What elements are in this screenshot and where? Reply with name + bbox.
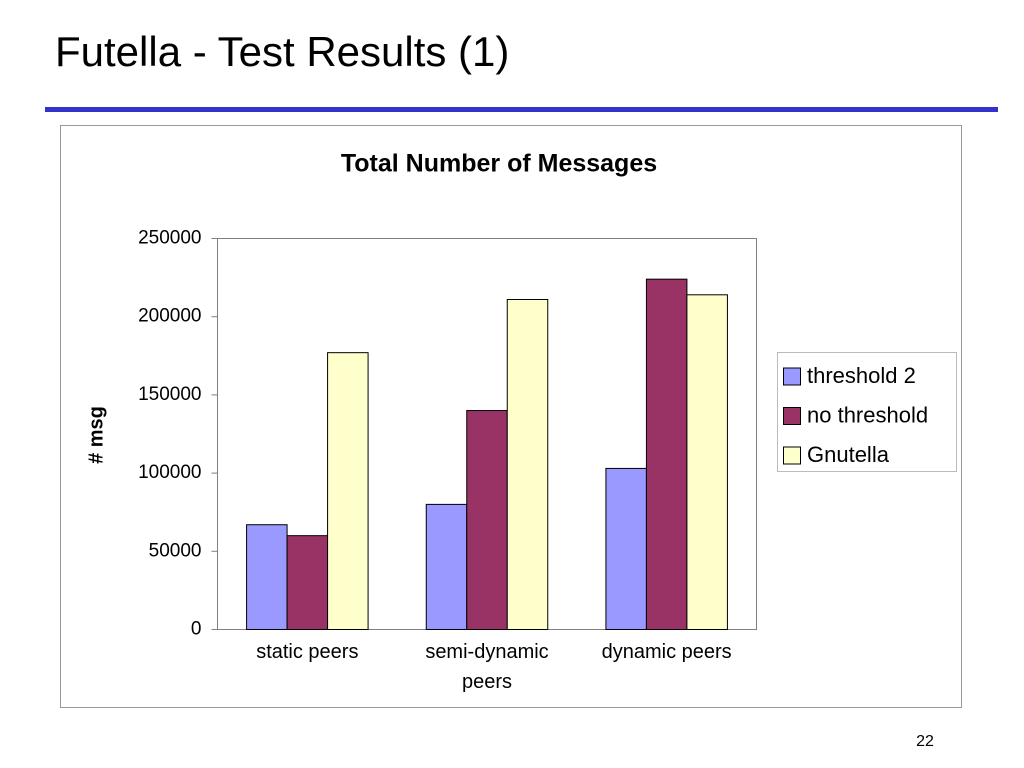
title-rule bbox=[45, 107, 998, 112]
page-number: 22 bbox=[916, 733, 934, 750]
legend-label: no threshold bbox=[807, 402, 928, 427]
bar bbox=[506, 298, 549, 630]
bar bbox=[246, 524, 288, 630]
y-tick-label: 0 bbox=[191, 619, 202, 640]
y-tick-label: 50000 bbox=[149, 540, 202, 561]
y-tick-label: 250000 bbox=[138, 228, 201, 249]
bar bbox=[286, 535, 329, 630]
y-axis-label: # msg bbox=[85, 406, 107, 464]
y-tick-label: 200000 bbox=[138, 306, 201, 327]
bar bbox=[686, 294, 728, 630]
chart-title: Total Number of Messages bbox=[341, 150, 657, 178]
bar bbox=[605, 467, 647, 630]
legend-swatch bbox=[783, 446, 801, 465]
bar bbox=[425, 503, 468, 631]
x-tick-label: semi-dynamic peers bbox=[425, 640, 549, 693]
legend-swatch bbox=[783, 407, 801, 425]
x-tick-label: dynamic peers bbox=[601, 640, 732, 663]
y-tick-label: 100000 bbox=[138, 462, 201, 483]
bar bbox=[466, 410, 508, 631]
x-tick-label: static peers bbox=[256, 640, 359, 663]
legend-swatch bbox=[783, 367, 801, 386]
legend-label: Gnutella bbox=[807, 442, 890, 467]
bar bbox=[645, 278, 688, 630]
legend-label: threshold 2 bbox=[807, 363, 916, 388]
y-tick-label: 150000 bbox=[138, 384, 201, 405]
bar bbox=[327, 352, 369, 630]
slide-title: Futella - Test Results (1) bbox=[55, 28, 509, 75]
legend bbox=[777, 352, 957, 472]
